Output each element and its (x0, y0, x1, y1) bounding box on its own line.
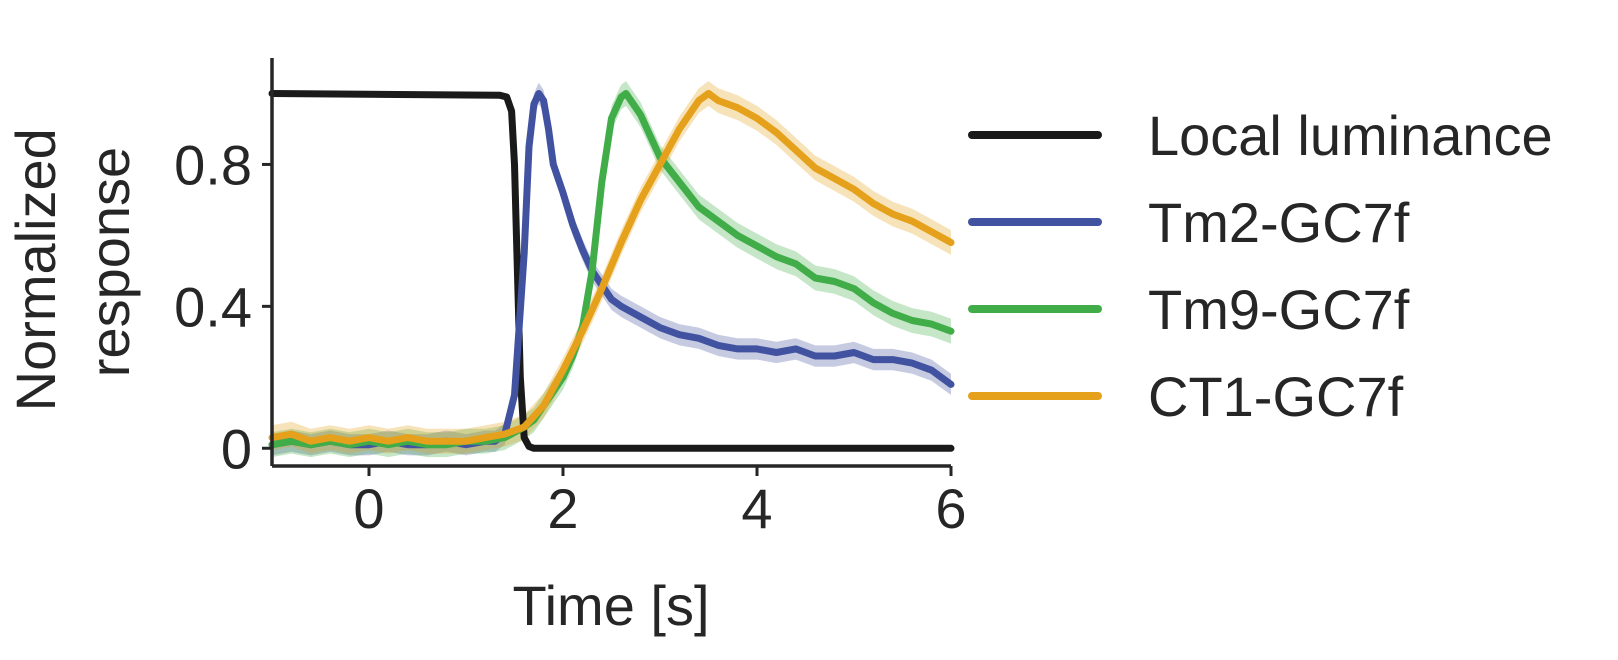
axes (270, 58, 951, 468)
y-axis-title-line-1: Normalized (4, 128, 67, 411)
legend: Local luminance Tm2-GC7f Tm9-GC7f CT1-GC7f (968, 104, 1553, 428)
y-tick-label-2: 0.8 (174, 133, 252, 196)
x-tick-label-1: 2 (547, 477, 578, 540)
x-tick-label-0: 0 (353, 477, 384, 540)
series-line-2 (268, 90, 955, 449)
y-tick-label-1: 0.4 (174, 275, 252, 338)
legend-label-3: CT1-GC7f (1148, 365, 1404, 428)
x-axis-title: Time [s] (512, 574, 709, 637)
y-tick-label-0: 0 (221, 417, 252, 480)
y-axis-title-line-2: response (78, 147, 141, 377)
y-axis-title: Normalized response (4, 113, 141, 412)
x-tick-label-3: 6 (935, 477, 966, 540)
x-tick-label-2: 4 (741, 477, 772, 540)
ticks: 0 2 4 6 0 0.4 0.8 (174, 133, 966, 540)
legend-label-2: Tm9-GC7f (1148, 278, 1410, 341)
series-lines (268, 90, 955, 452)
legend-label-1: Tm2-GC7f (1148, 191, 1410, 254)
legend-label-0: Local luminance (1148, 104, 1553, 167)
band-2 (272, 81, 951, 458)
series-line-3 (268, 90, 955, 445)
